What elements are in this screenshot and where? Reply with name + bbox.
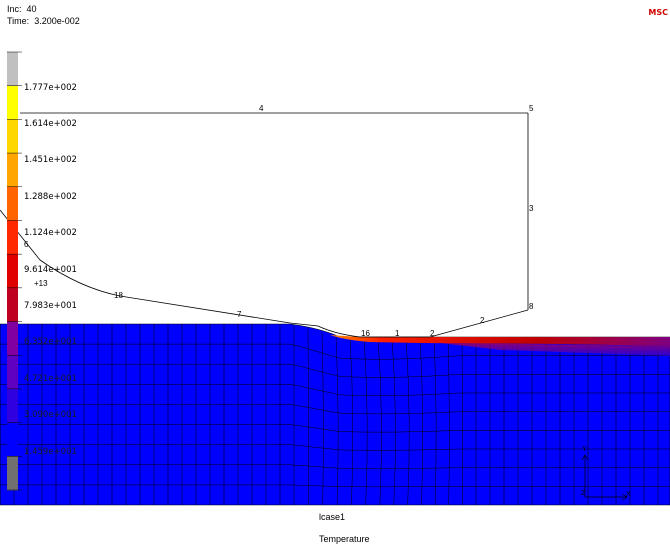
heat-zone-tail <box>440 343 670 356</box>
legend-swatch <box>7 355 18 390</box>
axis-x-label: X <box>626 491 631 498</box>
legend-swatch <box>7 186 18 221</box>
msc-logo: MSC <box>648 8 668 17</box>
increment-value: 40 <box>26 4 37 14</box>
edge-label: 1 <box>395 329 400 338</box>
tool-outline <box>0 112 529 338</box>
node-label: 5 <box>529 104 534 113</box>
legend-swatch <box>7 254 18 289</box>
legend-swatch <box>7 220 18 255</box>
legend-swatch <box>7 153 18 188</box>
axis-z-label: Z <box>581 490 586 497</box>
edge-label: 2 <box>480 316 485 325</box>
legend-color-bar <box>7 51 22 491</box>
legend-label: 6.352e+001 <box>24 337 77 347</box>
node-label: 18 <box>114 291 123 300</box>
node-label: 6 <box>24 240 29 249</box>
heat-zone <box>330 335 670 346</box>
node-label: 8 <box>529 302 534 311</box>
edge-label: 4 <box>259 104 264 113</box>
node-label: +13 <box>34 279 48 288</box>
legend-label: 1.451e+002 <box>24 155 77 165</box>
increment-title: Inc: <box>7 4 22 14</box>
legend-label: 3.090e+001 <box>24 410 77 420</box>
legend-label: 1.777e+002 <box>24 83 77 93</box>
legend-label: 1.288e+002 <box>24 192 77 202</box>
time-title: Time: <box>7 16 30 26</box>
legend-swatch <box>7 287 18 323</box>
legend-swatch <box>7 456 18 491</box>
legend-swatch <box>7 321 18 356</box>
workpiece-mesh <box>0 323 670 506</box>
legend-label: 1.459e+001 <box>24 447 77 457</box>
time-value: 3.200e-002 <box>34 16 80 26</box>
legend-label: 7.983e+001 <box>24 301 77 311</box>
legend-label: 9.614e+001 <box>24 265 77 275</box>
legend-swatch <box>7 85 18 120</box>
legend-swatch <box>7 52 18 87</box>
axis-y-label: Y <box>582 446 587 453</box>
increment-label: Inc: 40 <box>7 4 37 14</box>
legend-label: 1.124e+002 <box>24 228 77 238</box>
quantity-label: Temperature <box>319 534 370 544</box>
time-label: Time: 3.200e-002 <box>7 16 80 26</box>
legend-swatch <box>7 119 18 154</box>
node-label: 16 <box>361 329 370 338</box>
legend-label: 1.614e+002 <box>24 119 77 129</box>
edge-label: 3 <box>529 204 534 213</box>
node-label: 2 <box>430 329 435 338</box>
edge-label: 7 <box>237 310 242 319</box>
load-case-label: lcase1 <box>319 512 346 522</box>
axis-triad <box>581 454 628 501</box>
legend-label: 4.721e+001 <box>24 374 77 384</box>
legend-swatch <box>7 422 18 457</box>
legend-swatch <box>7 388 18 424</box>
